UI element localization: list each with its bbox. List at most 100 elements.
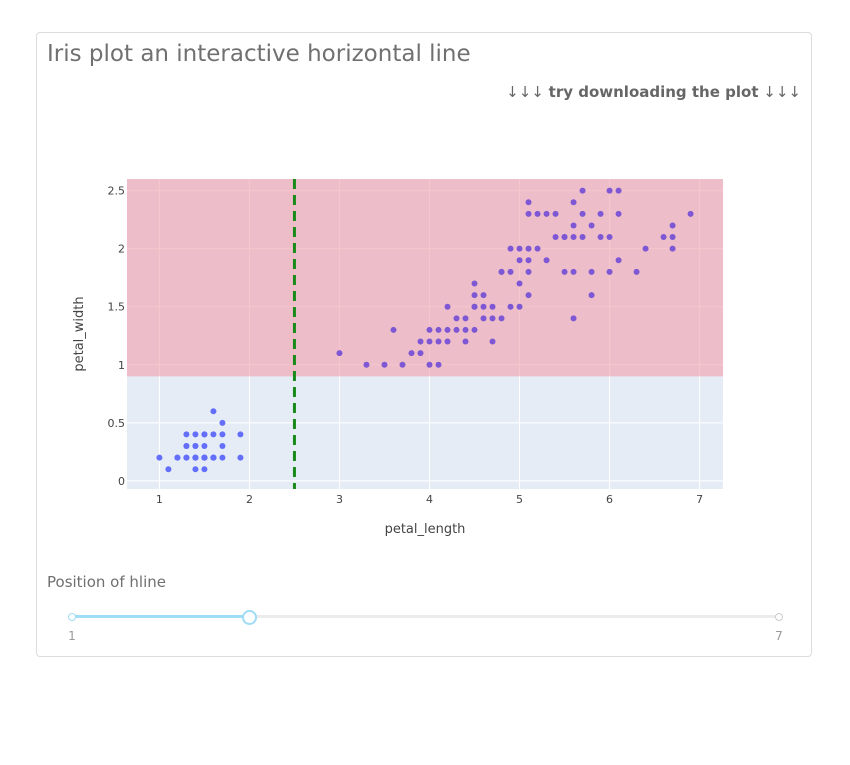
data-point	[687, 210, 694, 217]
data-point	[552, 234, 559, 241]
data-point	[480, 303, 487, 310]
data-point	[417, 350, 424, 357]
data-point	[525, 292, 532, 299]
data-point	[183, 443, 190, 450]
data-point	[462, 338, 469, 345]
data-point	[471, 326, 478, 333]
data-point	[408, 350, 415, 357]
y-tick-label: 1	[118, 359, 125, 372]
data-point	[660, 234, 667, 241]
data-point	[579, 187, 586, 194]
x-tick-label: 3	[336, 493, 343, 506]
data-point	[444, 303, 451, 310]
data-point	[543, 210, 550, 217]
data-point	[669, 234, 676, 241]
data-point	[489, 303, 496, 310]
data-point	[471, 303, 478, 310]
data-point	[201, 454, 208, 461]
y-tick-label: 1.5	[108, 301, 126, 314]
data-point	[525, 245, 532, 252]
data-point	[534, 210, 541, 217]
data-point	[192, 454, 199, 461]
data-point	[435, 326, 442, 333]
hint-arrows-left: ↓↓↓	[506, 83, 544, 101]
data-point	[489, 315, 496, 322]
x-axis-title: petal_length	[385, 522, 466, 537]
data-point	[507, 303, 514, 310]
data-point	[417, 338, 424, 345]
data-point	[462, 326, 469, 333]
data-point	[588, 292, 595, 299]
download-hint: ↓↓↓ try downloading the plot ↓↓↓	[506, 83, 801, 101]
data-point	[210, 454, 217, 461]
data-point	[381, 361, 388, 368]
slider-label: Position of hline	[47, 573, 166, 591]
data-point	[543, 257, 550, 264]
data-point	[174, 454, 181, 461]
data-point	[336, 350, 343, 357]
data-point	[219, 419, 226, 426]
plot-card: Iris plot an interactive horizontal line…	[36, 32, 812, 657]
data-point	[480, 292, 487, 299]
data-point	[444, 326, 451, 333]
data-point	[201, 431, 208, 438]
x-tick-label: 7	[696, 493, 703, 506]
data-point	[210, 431, 217, 438]
data-point	[579, 234, 586, 241]
hint-text: try downloading the plot	[548, 83, 759, 101]
data-point	[435, 361, 442, 368]
data-point	[237, 454, 244, 461]
data-point	[507, 268, 514, 275]
data-point	[597, 210, 604, 217]
data-point	[156, 454, 163, 461]
data-point	[579, 210, 586, 217]
slider-rail[interactable]	[72, 615, 779, 618]
page-title: Iris plot an interactive horizontal line	[47, 41, 471, 67]
data-point	[516, 257, 523, 264]
data-point	[525, 210, 532, 217]
scatter-plot[interactable]: 1 2 3 4 5 6 7 0 0.5 1 1.5 2 2.5 petal_length petal_wid…	[37, 33, 811, 553]
data-point	[489, 338, 496, 345]
y-tick-label: 2.5	[108, 185, 126, 198]
data-point	[633, 268, 640, 275]
shaded-band	[127, 179, 723, 377]
data-point	[453, 315, 460, 322]
hint-arrows-right: ↓↓↓	[763, 83, 801, 101]
data-point	[516, 280, 523, 287]
data-point	[462, 315, 469, 322]
data-point	[498, 268, 505, 275]
data-point	[588, 222, 595, 229]
x-tick-label: 6	[606, 493, 613, 506]
slider-min-label: 1	[68, 629, 76, 643]
x-tick-label: 4	[426, 493, 433, 506]
data-point	[642, 245, 649, 252]
data-point	[615, 187, 622, 194]
data-point	[516, 245, 523, 252]
y-axis-title: petal_width	[72, 296, 87, 371]
data-point	[471, 280, 478, 287]
data-point	[597, 234, 604, 241]
y-tick-label: 0	[118, 475, 125, 488]
data-point	[219, 443, 226, 450]
data-point	[525, 268, 532, 275]
series-1-markers	[156, 408, 244, 473]
data-point	[669, 245, 676, 252]
x-tick-label: 5	[516, 493, 523, 506]
slider-min-dot[interactable]	[68, 613, 76, 621]
data-point	[498, 315, 505, 322]
data-point	[588, 268, 595, 275]
data-point	[570, 268, 577, 275]
slider-track[interactable]	[72, 615, 249, 618]
hline-slider[interactable]	[68, 607, 783, 627]
data-point	[561, 234, 568, 241]
slider-max-label: 7	[775, 629, 783, 643]
data-point	[570, 315, 577, 322]
slider-max-dot[interactable]	[775, 613, 783, 621]
data-point	[552, 210, 559, 217]
data-point	[444, 338, 451, 345]
data-point	[480, 315, 487, 322]
data-point	[426, 361, 433, 368]
y-tick-label: 2	[118, 243, 125, 256]
slider-handle[interactable]	[241, 610, 257, 625]
data-point	[363, 361, 370, 368]
